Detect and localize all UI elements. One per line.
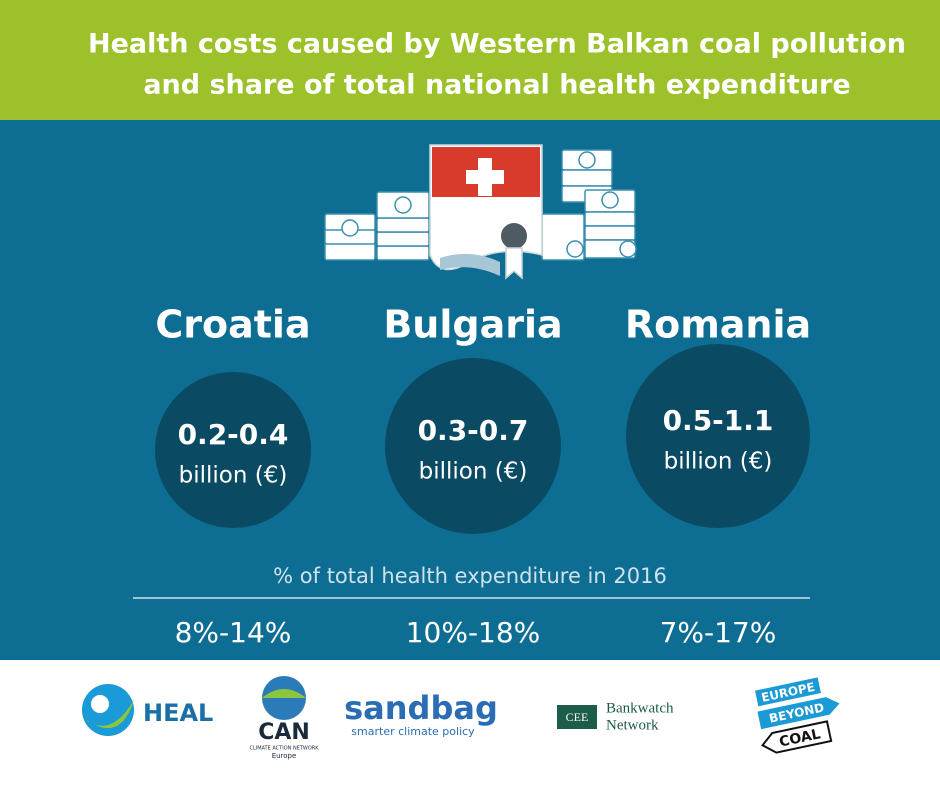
logo-text: smarter climate policy (351, 725, 475, 738)
logo-text: sandbag (344, 689, 498, 727)
cost-unit: billion (€) (179, 463, 288, 489)
cost-unit: billion (€) (419, 459, 528, 485)
cost-range: 0.5-1.1 (663, 404, 774, 437)
share-value: 7%-17% (660, 616, 777, 649)
share-value: 8%-14% (175, 616, 292, 649)
logo-sandbag: sandbag smarter climate policy (344, 689, 498, 738)
title-line: and share of total national health expen… (143, 70, 850, 101)
logo-text: CLIMATE ACTION NETWORK (249, 746, 319, 752)
logo-text: Network (606, 717, 659, 733)
title-line: Health costs caused by Western Balkan co… (88, 29, 906, 60)
illustration (324, 144, 637, 280)
logo-text: CAN (258, 720, 310, 745)
share-label: % of total health expenditure in 2016 (273, 564, 667, 588)
country-name: Bulgaria (383, 303, 562, 347)
logo-can: CAN CLIMATE ACTION NETWORK Europe (249, 676, 319, 760)
country-name: Romania (625, 303, 811, 347)
cost-circle (626, 344, 810, 528)
countries: Croatia 0.2-0.4 billion (€) 8%-14% Bulgaria 0… (155, 303, 811, 649)
logo-text: Europe (272, 752, 297, 760)
country-name: Croatia (155, 303, 310, 347)
cost-range: 0.2-0.4 (178, 418, 289, 451)
logo-bankwatch: CEE Bankwatch Network (557, 700, 674, 733)
cost-circle (385, 358, 561, 534)
share-value: 10%-18% (406, 616, 541, 649)
header-band (0, 0, 940, 120)
logo-text: Bankwatch (606, 700, 674, 716)
logo-heal: HEAL (82, 684, 213, 736)
cost-unit: billion (€) (664, 449, 773, 475)
cost-range: 0.3-0.7 (418, 414, 529, 447)
cost-circle (155, 372, 311, 528)
logo-text: HEAL (143, 699, 213, 727)
logo-text: CEE (566, 710, 589, 724)
